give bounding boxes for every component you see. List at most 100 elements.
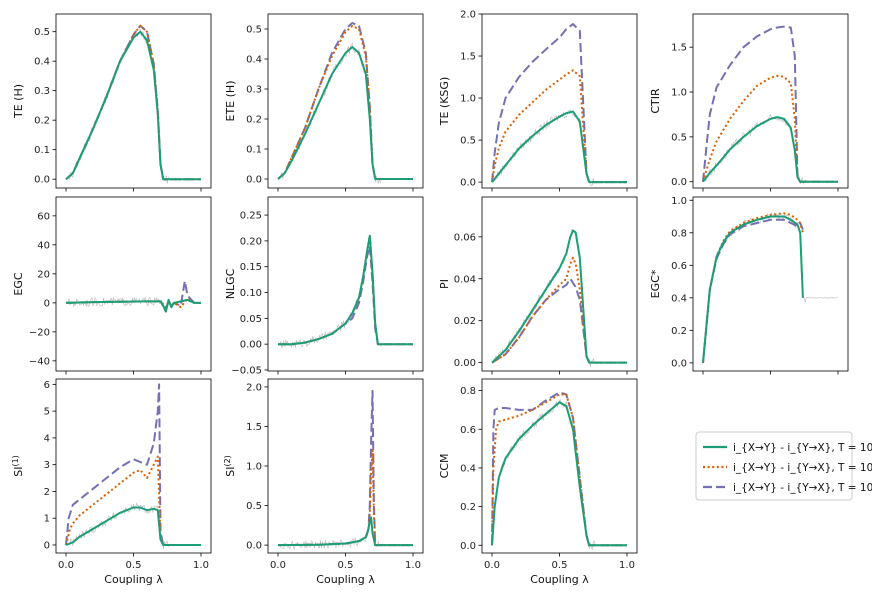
panel-group: 0.00.10.20.30.40.5TE (H)0.00.10.20.30.40… [11,10,849,586]
ytick-label-si1: 3 [44,460,50,471]
ytick-label-ccm: 0.2 [460,502,476,513]
series-line-ctir-t3 [702,116,838,183]
series-line-ete_h-t4 [277,25,413,180]
ylabel-pi: PI [438,279,451,289]
noise-trace-ete_h [277,42,414,184]
ytick-label-egc_star: 0.2 [671,326,687,337]
ytick-label-si1: 4 [44,433,50,444]
panel-ccm: 0.0 0.2 0.4 0.6 0.8 0.0 0.5 1.0 CCM Coupling λ [438,378,638,586]
ytick-label-te_h: 0.3 [34,86,50,97]
ytick-label-te_ksg: 1.5 [460,52,476,63]
series-line-egc-t3 [65,298,201,313]
ytick-label-te_h: 0.4 [34,57,50,68]
series-line-egc-t5 [65,280,201,310]
xtick-label-si1: 0.0 [58,560,74,571]
legend-label-t4: i_{X→Y} - i_{Y→X}, T = 10^4 [733,462,872,474]
legend-label-t5: i_{X→Y} - i_{Y→X}, T = 10^5 [733,482,872,494]
panel-si1: 0 1 2 3 4 5 6 0.0 0.5 1.0 SI(1) Coupling λ [11,378,212,586]
series-line-egc_star-t4 [702,212,804,363]
series-line-egc_star-t5 [702,218,804,363]
axes-frame-ccm [481,378,638,554]
series-line-te_ksg-t4 [491,69,627,184]
series-line-pi-t3 [491,229,627,364]
panel-egc: −40 −20 0 20 40 60 EGC [12,196,212,375]
xtick-label-ccm: 0.5 [552,560,568,571]
ytick-label-ete_h: 0.0 [246,175,262,186]
ytick-label-ctir: 1.5 [671,43,687,54]
ytick-label-si2: 1.5 [246,422,262,433]
ytick-label-nlgc: 0.10 [240,288,262,299]
series-line-ete_h-t3 [277,46,413,180]
ytick-label-egc_star: 0.0 [671,358,687,369]
series-line-si2-t5 [277,389,413,547]
xtick-label-si2: 0.5 [338,560,354,571]
ytick-label-ete_h: 0.1 [246,145,262,156]
ylabel-te_h: TE (H) [12,84,25,119]
panel-ctir: 0.0 0.5 1.0 1.5 CTIR [649,13,849,192]
ytick-label-ccm: 0.6 [460,425,476,436]
series-line-nlgc-t3 [278,234,413,346]
ylabel-si1: SI(1) [11,455,26,477]
legend-frame [695,431,853,501]
ytick-label-ete_h: 0.4 [246,55,262,66]
series-line-egc_star-t3 [702,215,804,363]
ytick-label-ctir: 0.0 [671,177,687,188]
xtick-label-si1: 0.5 [126,560,142,571]
ylabel-nlgc: NLGC [224,268,237,299]
axes-frame-ctir [692,13,849,189]
ylabel-te_ksg: TE (KSG) [438,77,451,126]
ytick-label-pi: 0.06 [454,232,476,243]
noise-trace-egc [65,296,202,312]
ytick-label-pi: 0.04 [454,274,476,285]
axes-frame-pi [481,196,638,372]
ytick-label-ete_h: 0.5 [246,25,262,36]
axes-frame-egc_star [692,196,849,372]
ytick-label-te_ksg: 2.0 [460,10,476,21]
ytick-label-egc: 40 [37,240,50,251]
xtick-label-ccm: 0.0 [484,560,500,571]
ytick-label-pi: 0.02 [454,316,476,327]
xlabel-ccm: Coupling λ [530,573,589,586]
ytick-label-te_h: 0.1 [34,145,50,156]
ytick-label-nlgc: −0.05 [231,365,262,376]
ytick-label-te_ksg: 0.5 [460,136,476,147]
legend-label-t3: i_{X→Y} - i_{Y→X}, T = 10^3 [733,442,872,454]
ytick-label-egc_star: 1.0 [671,196,687,207]
series-line-pi-t4 [491,256,627,364]
ylabel-ctir: CTIR [649,88,662,114]
noise-trace-egc_star [702,212,838,363]
xtick-label-si2: 0.0 [270,560,286,571]
xtick-label-si1: 1.0 [193,560,209,571]
noise-trace-te_h [65,29,201,184]
ytick-label-egc_star: 0.8 [671,228,687,239]
series-line-te_ksg-t3 [491,110,627,184]
ytick-label-egc: −40 [29,356,50,367]
series-line-ccm-t4 [491,393,627,547]
ytick-label-te_h: 0.2 [34,116,50,127]
series-line-si2-t3 [277,516,413,547]
noise-trace-ccm [491,399,628,551]
ytick-label-te_ksg: 0.0 [460,178,476,189]
ytick-label-egc: 60 [37,211,50,222]
series-line-ccm-t3 [491,401,627,547]
ylabel-ccm: CCM [438,454,451,479]
ytick-label-ctir: 0.5 [671,132,687,143]
ytick-label-si2: 1.0 [246,462,262,473]
ytick-label-ctir: 1.0 [671,88,687,99]
series-line-te_h-t3 [65,30,201,181]
ytick-label-pi: 0.00 [454,358,476,369]
xtick-label-si2: 1.0 [405,560,421,571]
noise-trace-nlgc [277,237,414,349]
axes-frame-te_h [55,13,212,189]
axes-frame-si1 [55,378,212,554]
ytick-label-egc: 0 [44,298,50,309]
ytick-label-si2: 0.5 [246,501,262,512]
ytick-label-si1: 1 [44,514,50,525]
xlabel-si2: Coupling λ [316,573,375,586]
panel-si2: 0.0 0.5 1.0 1.5 2.0 0.0 0.5 1.0 SI(2) Coupling λ [223,378,424,586]
axes-frame-egc [55,196,212,372]
ytick-label-si1: 2 [44,487,50,498]
ylabel-ete_h: ETE (H) [224,81,237,122]
ylabel-si2: SI(2) [223,455,238,477]
